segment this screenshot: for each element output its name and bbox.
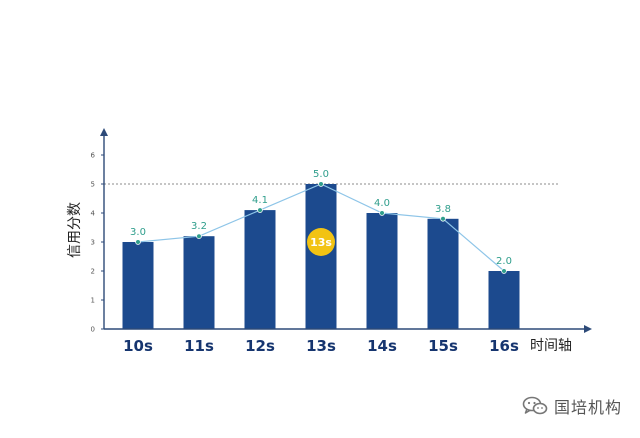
data-label-15s: 3.8 [435,204,451,215]
data-label-10s: 3.0 [130,227,146,238]
x-axis-arrow [584,325,592,333]
data-label-13s: 5.0 [313,169,329,180]
y-tick-label-0: 0 [91,326,95,334]
y-axis-title: 信用分数 [67,202,83,258]
x-tick-label-12s: 12s [245,337,275,355]
data-label-14s: 4.0 [374,198,390,209]
wechat-icon [522,396,548,416]
x-tick-label-16s: 16s [489,337,519,355]
y-tick-label-1: 1 [91,297,95,305]
highlight-badge-label: 13s [310,236,332,249]
data-label-12s: 4.1 [252,195,268,206]
watermark-text: 国培机构 [553,398,622,417]
trend-point-16s [501,268,507,274]
trend-point-15s [440,216,446,222]
y-tick-label-4: 4 [91,210,96,218]
data-label-16s: 2.0 [496,256,512,267]
trend-point-14s [379,210,385,216]
y-tick-label-3: 3 [91,239,95,247]
trend-point-12s [257,207,263,213]
x-tick-label-13s: 13s [306,337,336,355]
x-tick-label-11s: 11s [184,337,214,355]
y-axis-arrow [100,128,108,136]
bar-10s [122,242,154,329]
bar-13s [305,184,337,329]
data-label-11s: 3.2 [191,221,207,232]
trend-point-11s [196,233,202,240]
trend-point-10s [135,239,141,245]
bar-12s [244,210,276,329]
y-tick-label-6: 6 [91,152,96,160]
watermark: 国培机构 [522,394,622,418]
trend-point-13s [318,181,324,187]
y-tick-label-2: 2 [91,268,95,276]
x-tick-label-15s: 15s [428,337,458,355]
bar-11s [183,236,215,329]
bar-15s [427,218,459,329]
y-tick-label-5: 5 [91,181,95,189]
x-tick-label-10s: 10s [123,337,153,355]
x-tick-label-14s: 14s [367,337,397,355]
highlight-badge [307,228,335,256]
bar-14s [366,213,398,329]
bar-16s [488,271,520,329]
x-axis-title: 时间轴 [530,338,572,354]
